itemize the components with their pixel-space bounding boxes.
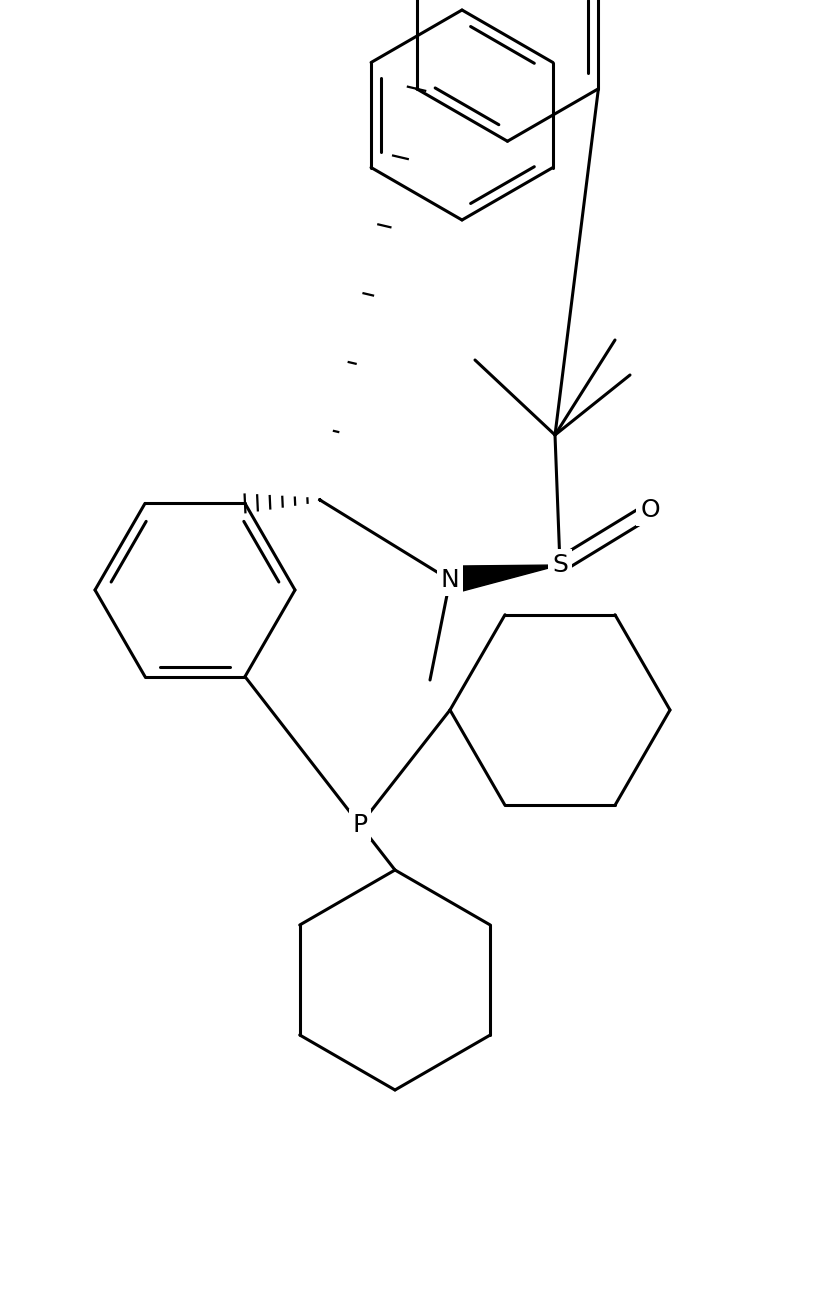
Text: P: P <box>353 812 368 837</box>
Polygon shape <box>448 565 560 594</box>
Text: S: S <box>552 553 568 577</box>
Text: O: O <box>640 497 660 522</box>
Text: N: N <box>441 568 459 592</box>
